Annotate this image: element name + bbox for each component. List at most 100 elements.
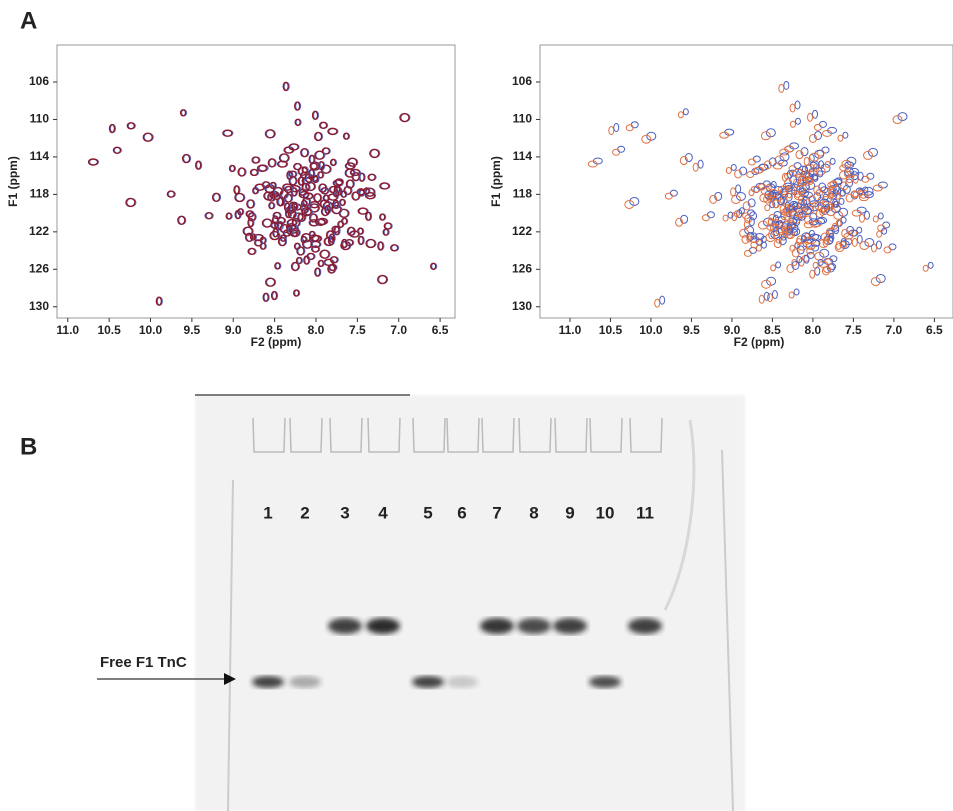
x-tick-label: 9.0	[225, 323, 242, 337]
lane-label: 2	[300, 503, 309, 522]
peak	[815, 150, 824, 158]
lane-label: 9	[565, 503, 574, 522]
panel-label: B	[20, 433, 37, 460]
peak	[744, 250, 751, 256]
peak	[762, 280, 771, 288]
y-tick-label: 110	[513, 112, 533, 126]
peak	[877, 231, 882, 237]
peak	[893, 116, 902, 124]
peak	[731, 164, 736, 170]
peak	[814, 124, 821, 130]
peak	[847, 157, 856, 165]
peak	[609, 127, 614, 135]
peak	[789, 292, 794, 298]
x-axis-label: F2 (ppm)	[251, 335, 302, 349]
x-tick-label: 10.0	[139, 323, 163, 337]
band	[289, 676, 321, 688]
peak	[810, 270, 815, 278]
peak	[889, 244, 896, 250]
y-tick-label: 130	[512, 299, 532, 313]
peak	[759, 295, 764, 303]
panel-label: A	[20, 7, 37, 34]
y-tick-label: 118	[513, 187, 533, 201]
y-tick-label: 106	[512, 74, 532, 88]
peak	[753, 156, 760, 162]
peak	[864, 151, 873, 159]
band	[517, 618, 551, 634]
x-tick-label: 6.5	[432, 323, 449, 337]
peak	[867, 173, 874, 179]
y-tick-label: 130	[29, 299, 49, 313]
x-tick-label: 9.5	[683, 323, 700, 337]
x-tick-label: 7.5	[845, 323, 862, 337]
peak	[683, 109, 688, 115]
peak	[732, 195, 741, 203]
peak	[876, 275, 885, 283]
lane-label: 4	[378, 503, 388, 522]
lane-label: 5	[423, 503, 432, 522]
plot-frame	[540, 45, 953, 318]
y-tick-label: 122	[512, 224, 532, 238]
gel-image	[195, 395, 745, 811]
band	[480, 618, 514, 634]
y-tick-label: 110	[30, 112, 50, 126]
peak	[795, 118, 800, 124]
peak	[794, 289, 799, 295]
peak	[707, 212, 714, 218]
peak	[819, 121, 826, 127]
peak	[795, 101, 800, 109]
lane-label: 10	[596, 503, 615, 522]
peak	[883, 222, 890, 228]
band	[446, 676, 478, 688]
lane-label: 6	[457, 503, 466, 522]
spectrum	[588, 81, 933, 307]
peak	[767, 277, 776, 285]
peak	[736, 185, 741, 193]
y-tick-label: 122	[29, 224, 49, 238]
x-tick-label: 6.5	[926, 323, 943, 337]
peak	[731, 188, 736, 196]
peak	[818, 171, 823, 177]
peak	[815, 252, 824, 260]
y-tick-label: 126	[512, 261, 532, 275]
x-tick-label: 11.0	[56, 323, 79, 337]
peak	[873, 216, 878, 222]
peak	[808, 113, 813, 121]
x-axis-label: F2 (ppm)	[734, 335, 785, 349]
peak	[859, 214, 864, 222]
lane-label: 7	[492, 503, 501, 522]
peak	[665, 193, 672, 199]
x-tick-label: 7.0	[390, 323, 407, 337]
y-tick-label: 114	[30, 149, 50, 163]
peak	[784, 81, 789, 89]
peak	[804, 255, 809, 263]
peak	[772, 291, 777, 299]
band	[589, 676, 621, 688]
peak	[764, 292, 769, 300]
plot-frame	[57, 45, 455, 318]
peak	[744, 221, 749, 229]
peak	[864, 211, 869, 219]
y-tick-label: 114	[513, 149, 533, 163]
peak	[779, 84, 784, 92]
y-axis-label: F1 (ppm)	[489, 156, 503, 207]
peak	[614, 124, 619, 132]
peak	[790, 245, 795, 251]
peak	[765, 205, 770, 211]
x-tick-label: 7.5	[349, 323, 366, 337]
peak	[878, 213, 883, 219]
peak	[789, 166, 796, 172]
peak	[790, 104, 795, 112]
peak	[698, 160, 703, 168]
lane-label: 8	[529, 503, 538, 522]
peak	[631, 122, 638, 128]
x-tick-label: 9.5	[184, 323, 201, 337]
peak	[838, 135, 843, 141]
peak	[660, 296, 665, 304]
peak	[625, 200, 634, 208]
x-tick-label: 10.5	[599, 323, 623, 337]
x-tick-label: 7.0	[886, 323, 903, 337]
peak	[794, 163, 801, 169]
band	[252, 676, 284, 688]
peak	[928, 262, 933, 268]
